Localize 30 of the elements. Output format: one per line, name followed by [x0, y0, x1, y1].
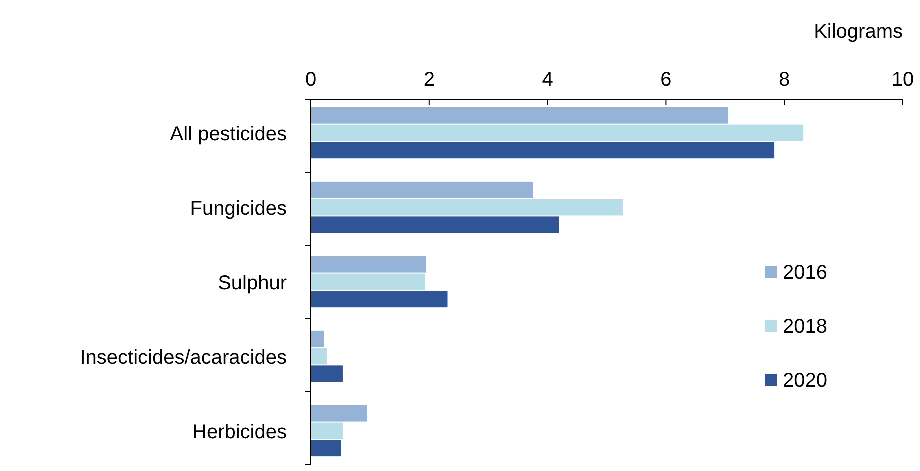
bar	[311, 182, 533, 198]
bar	[311, 366, 343, 382]
x-tick-label: 0	[305, 69, 317, 91]
x-tick-label: 6	[660, 69, 672, 91]
x-axis-title: Kilograms	[814, 21, 903, 43]
y-tick-label: Herbicides	[192, 421, 287, 444]
legend-label: 2016	[783, 262, 828, 284]
bar	[311, 330, 324, 348]
bar	[311, 124, 804, 142]
y-tick-label: Insecticides/acaracides	[80, 346, 287, 369]
bar	[311, 422, 343, 440]
y-tick-label: Sulphur	[218, 272, 288, 294]
bar	[311, 274, 426, 290]
x-tick-label: 2	[424, 69, 435, 91]
x-tick-label: 8	[779, 69, 790, 91]
bar	[311, 291, 448, 308]
bar	[311, 348, 327, 365]
bar	[311, 440, 342, 457]
bar	[311, 256, 426, 273]
x-tick-label: 4	[542, 69, 554, 91]
bar	[311, 405, 368, 422]
bar	[311, 142, 775, 159]
y-tick-label: Fungicides	[190, 198, 287, 220]
bar	[311, 199, 623, 216]
legend-label: 2020	[783, 370, 828, 392]
legend-label: 2018	[783, 316, 828, 338]
x-tick-label: 10	[892, 69, 914, 91]
bar	[311, 216, 560, 234]
bar	[311, 107, 728, 124]
y-tick-label: All pesticides	[170, 124, 287, 146]
